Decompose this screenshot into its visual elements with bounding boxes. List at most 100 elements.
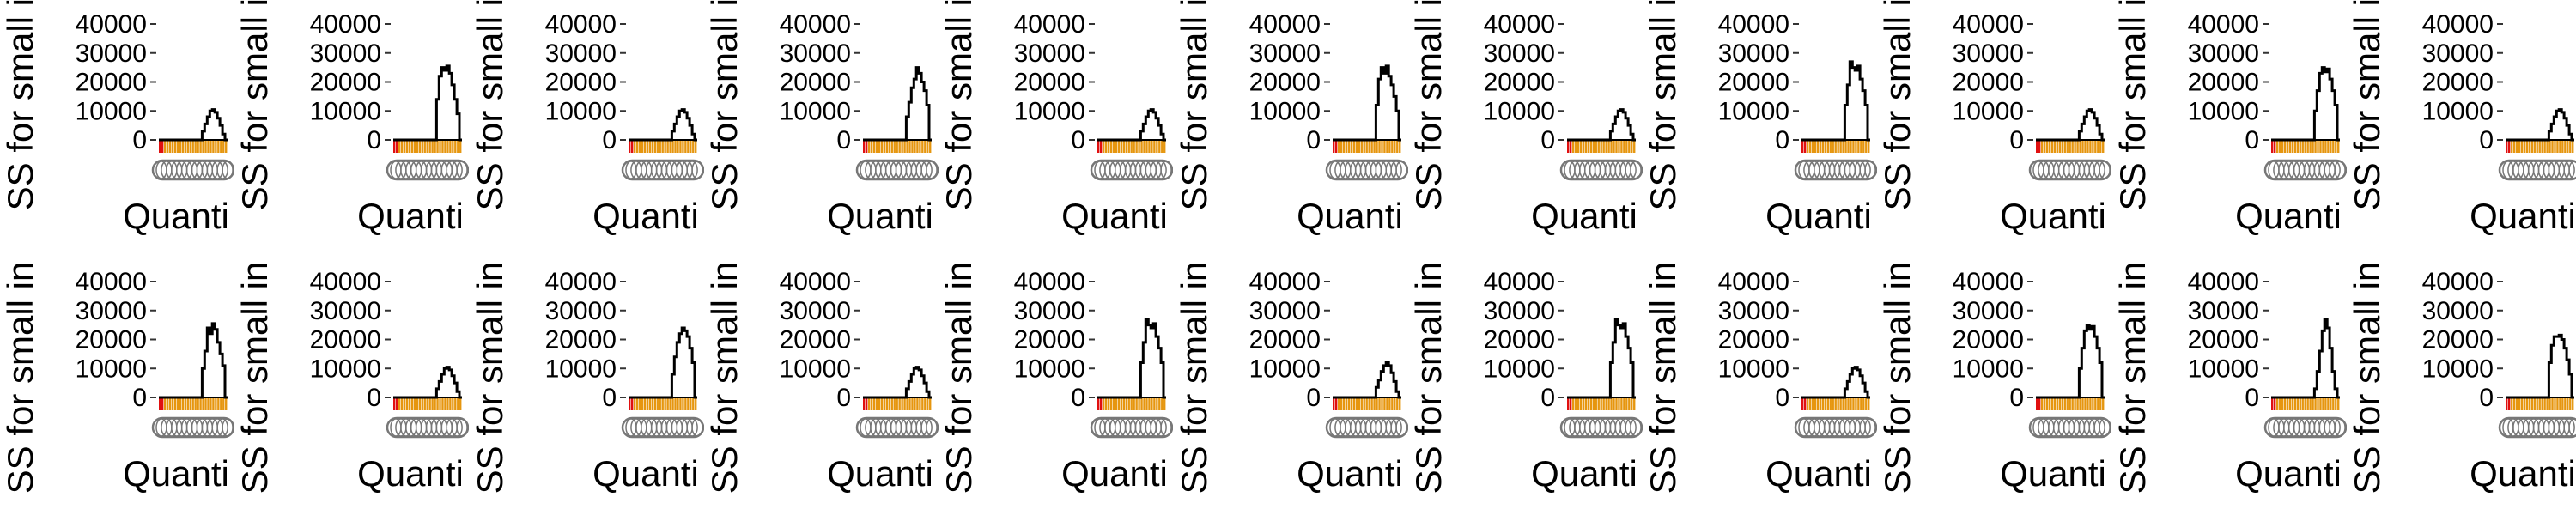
- bar-mark: [1804, 398, 1806, 410]
- y-tick-label: 40000: [1014, 268, 1085, 296]
- bar-mark: [1595, 141, 1596, 153]
- y-tick-label: 40000: [1483, 268, 1554, 296]
- bar-mark: [1857, 398, 1859, 410]
- y-tick-label: 20000: [1483, 69, 1554, 97]
- bar-mark: [884, 398, 885, 410]
- bar-mark: [182, 141, 184, 153]
- bar-mark: [635, 141, 637, 153]
- bar-mark: [629, 398, 630, 410]
- bar-mark: [2546, 398, 2548, 410]
- bar-mark: [159, 141, 161, 153]
- bar-mark: [2537, 398, 2538, 410]
- bar-mark: [409, 141, 410, 153]
- bar-mark: [2569, 141, 2571, 153]
- bar-mark: [393, 398, 395, 410]
- bar-mark: [174, 141, 176, 153]
- bar-mark: [1386, 398, 1388, 410]
- bar-mark: [416, 398, 418, 410]
- bar-mark: [881, 398, 883, 410]
- y-axis-title: SS for small in: [1174, 262, 1214, 494]
- bar-mark: [646, 141, 647, 153]
- bar-mark: [401, 398, 403, 410]
- y-tick-label: 30000: [779, 39, 850, 68]
- bar-mark: [2306, 141, 2308, 153]
- bar-mark: [182, 398, 184, 410]
- bar-mark: [1618, 141, 1619, 153]
- bar-mark: [1370, 141, 1372, 153]
- bar-mark: [406, 141, 408, 153]
- bar-mark: [661, 398, 663, 410]
- y-tick-label: 0: [836, 126, 851, 154]
- y-tick-label: 30000: [310, 297, 381, 325]
- bar-mark: [1825, 398, 1826, 410]
- bar-mark: [2335, 141, 2336, 153]
- bar-mark: [2080, 141, 2081, 153]
- bar-mark: [1610, 141, 1612, 153]
- bar-mark: [2062, 141, 2063, 153]
- y-axis-title: SS for small in: [1174, 0, 1214, 210]
- x-axis-title: Quanti: [592, 453, 699, 494]
- bar-mark: [1378, 398, 1380, 410]
- y-tick-label: 10000: [2422, 97, 2494, 125]
- bar-mark: [411, 398, 413, 410]
- chart-panel: 0 10000 20000 30000 40000 Quanti SS for small …: [2112, 258, 2347, 515]
- bar-mark: [1605, 141, 1607, 153]
- bar-mark: [1570, 141, 1571, 153]
- bar-mark: [2559, 398, 2561, 410]
- y-tick-label: 20000: [76, 69, 147, 97]
- bar-mark: [1347, 398, 1349, 410]
- bar-mark: [2521, 398, 2523, 410]
- bar-mark: [2546, 141, 2548, 153]
- bar-mark: [1139, 141, 1140, 153]
- bar-mark: [1589, 398, 1591, 410]
- y-tick-label: 20000: [1014, 326, 1085, 354]
- x-axis-title: Quanti: [1531, 196, 1637, 236]
- bar-mark: [2556, 141, 2558, 153]
- bar-mark: [682, 141, 683, 153]
- bar-mark: [664, 398, 665, 410]
- bar-mark: [1817, 398, 1819, 410]
- bar-mark: [1128, 141, 1130, 153]
- y-tick-label: 0: [602, 126, 617, 154]
- bar-mark: [172, 141, 173, 153]
- bar-mark: [898, 398, 900, 410]
- bar-mark: [692, 141, 694, 153]
- bar-mark: [641, 141, 642, 153]
- bar-mark: [916, 141, 918, 153]
- bar-mark: [1399, 141, 1400, 153]
- y-tick-label: 30000: [1953, 297, 2024, 325]
- y-tick-label: 10000: [1249, 97, 1320, 125]
- bar-mark: [1153, 398, 1155, 410]
- bar-mark: [1814, 141, 1816, 153]
- bar-mark: [2090, 141, 2092, 153]
- bar-mark: [1108, 398, 1109, 410]
- y-tick-label: 0: [1072, 126, 1086, 154]
- bar-mark: [1575, 141, 1577, 153]
- bar-mark: [2506, 141, 2507, 153]
- bar-mark: [1381, 398, 1382, 410]
- bar-mark: [179, 398, 181, 410]
- bar-mark: [666, 398, 668, 410]
- bar-mark: [2564, 141, 2566, 153]
- series-line: [159, 324, 228, 397]
- series-line: [2036, 110, 2105, 140]
- bar-mark: [1605, 398, 1607, 410]
- bar-mark: [1136, 398, 1138, 410]
- bar-mark: [2551, 398, 2553, 410]
- bar-mark: [1809, 398, 1811, 410]
- bar-mark: [2082, 398, 2084, 410]
- bar-mark: [422, 398, 423, 410]
- bar-mark: [1865, 141, 1867, 153]
- bar-mark: [457, 398, 459, 410]
- bar-mark: [429, 398, 431, 410]
- bar-mark: [2102, 141, 2104, 153]
- bar-mark: [2572, 398, 2573, 410]
- bar-mark: [679, 398, 681, 410]
- bar-mark: [1158, 141, 1160, 153]
- y-tick-label: 40000: [310, 10, 381, 39]
- bar-mark: [419, 398, 421, 410]
- bar-mark: [1105, 398, 1107, 410]
- y-tick-label: 40000: [1718, 10, 1789, 39]
- bar-mark: [2098, 141, 2099, 153]
